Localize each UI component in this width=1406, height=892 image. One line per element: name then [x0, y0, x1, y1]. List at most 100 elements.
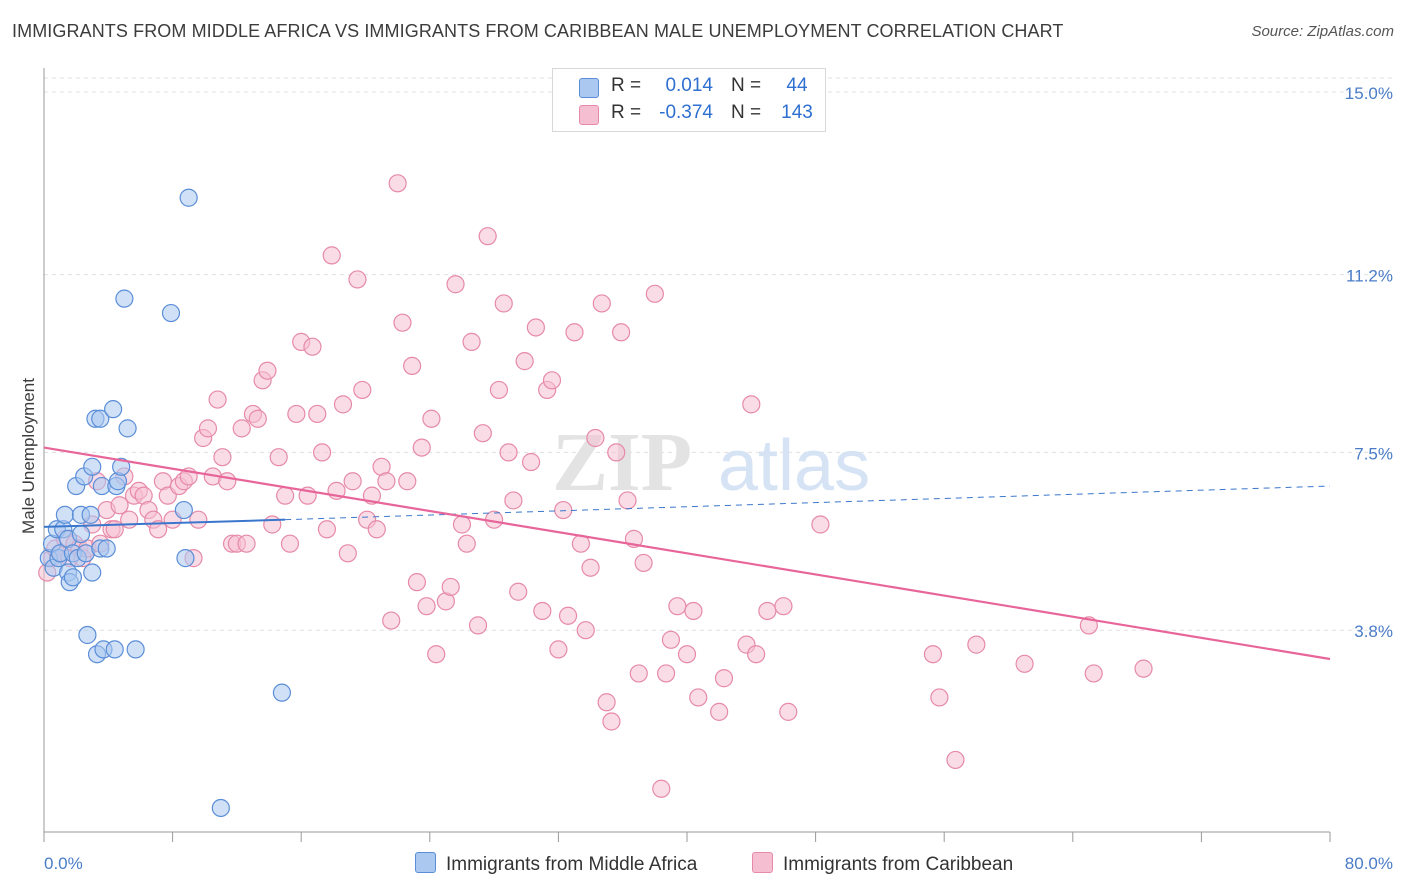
point-caribbean — [923, 645, 943, 664]
point-middle-africa — [272, 683, 292, 702]
point-caribbean — [533, 601, 552, 621]
chart-title: IMMIGRANTS FROM MIDDLE AFRICA VS IMMIGRA… — [12, 21, 1064, 41]
point-caribbean — [248, 409, 267, 428]
point-middle-africa — [71, 524, 91, 544]
point-caribbean — [597, 693, 616, 712]
point-middle-africa — [211, 798, 230, 818]
point-caribbean — [542, 371, 562, 390]
point-caribbean — [1134, 659, 1153, 678]
point-caribbean — [308, 404, 327, 424]
point-caribbean — [353, 380, 372, 400]
point-caribbean — [668, 597, 687, 616]
point-middle-africa — [176, 549, 195, 568]
point-caribbean — [489, 380, 509, 400]
legend-n-value: 44 — [786, 75, 808, 96]
point-caribbean — [218, 472, 237, 491]
legend-swatch-pink — [579, 105, 599, 125]
point-caribbean — [811, 515, 830, 534]
legend: R = 0.014 N = 44 R = -0.374 N = 143 — [552, 68, 826, 132]
y-tick-label: 7.5% — [1354, 444, 1393, 463]
point-caribbean — [120, 510, 139, 529]
point-caribbean — [967, 635, 986, 654]
point-caribbean — [198, 419, 218, 438]
bottom-legend-middle-africa: Immigrants from Middle Africa — [415, 852, 697, 876]
point-caribbean — [398, 472, 417, 491]
source-label: Source: ZipAtlas.com — [1251, 23, 1394, 40]
point-caribbean — [208, 390, 227, 409]
point-caribbean — [446, 275, 465, 294]
bottom-legend-label: Immigrants from Middle Africa — [446, 854, 698, 875]
legend-r-value: 0.014 — [665, 75, 713, 96]
point-caribbean — [515, 352, 534, 371]
point-caribbean — [499, 443, 518, 462]
point-caribbean — [312, 443, 332, 462]
point-caribbean — [348, 270, 367, 289]
point-caribbean — [1084, 664, 1103, 683]
point-caribbean — [403, 356, 422, 376]
point-caribbean — [494, 294, 513, 313]
y-tick-label: 3.8% — [1354, 622, 1393, 641]
point-caribbean — [946, 750, 965, 770]
point-caribbean — [509, 582, 528, 601]
legend-r-value: -0.374 — [659, 102, 713, 123]
point-caribbean — [521, 452, 541, 472]
point-caribbean — [276, 486, 295, 505]
point-caribbean — [714, 669, 734, 688]
point-caribbean — [280, 534, 300, 553]
point-caribbean — [652, 779, 671, 798]
point-caribbean — [1015, 654, 1034, 673]
point-caribbean — [581, 558, 600, 577]
point-middle-africa — [115, 289, 134, 308]
point-caribbean — [407, 573, 427, 592]
point-caribbean — [758, 601, 777, 621]
bottom-legend-label: Immigrants from Caribbean — [783, 854, 1014, 875]
y-tick-label: 15.0% — [1345, 84, 1393, 103]
point-caribbean — [634, 553, 653, 573]
point-middle-africa — [81, 505, 100, 524]
point-caribbean — [189, 510, 208, 529]
point-caribbean — [710, 702, 729, 721]
point-middle-africa — [161, 303, 181, 323]
point-caribbean — [473, 424, 492, 443]
point-caribbean — [422, 409, 441, 428]
point-caribbean — [457, 534, 476, 553]
point-caribbean — [618, 491, 637, 510]
point-caribbean — [393, 313, 412, 332]
point-middle-africa — [126, 640, 145, 659]
point-caribbean — [504, 491, 523, 510]
point-caribbean — [232, 419, 251, 438]
point-caribbean — [774, 597, 793, 616]
point-caribbean — [427, 645, 446, 664]
point-caribbean — [607, 443, 626, 462]
point-middle-africa — [83, 563, 102, 582]
point-caribbean — [377, 472, 396, 491]
point-caribbean — [110, 496, 129, 515]
trend-line-middle-africa — [43, 518, 286, 528]
point-caribbean — [602, 712, 621, 731]
point-middle-africa — [104, 400, 123, 419]
bottom-legend-swatch-blue — [415, 852, 436, 873]
point-caribbean — [333, 395, 353, 414]
trend-lines — [43, 446, 1331, 661]
point-caribbean — [367, 520, 386, 539]
point-middle-africa — [174, 500, 193, 520]
point-caribbean — [930, 688, 949, 707]
point-caribbean — [586, 428, 605, 448]
x-tick-label-max: 80.0% — [1345, 854, 1393, 873]
point-caribbean — [213, 448, 232, 467]
point-caribbean — [576, 621, 595, 640]
point-middle-africa — [63, 568, 83, 587]
point-caribbean — [303, 337, 322, 356]
point-caribbean — [263, 515, 282, 534]
point-caribbean — [317, 520, 337, 539]
y-tick-label: 11.2% — [1346, 267, 1393, 286]
point-caribbean — [322, 246, 341, 265]
x-tick-label-min: 0.0% — [44, 854, 83, 873]
point-caribbean — [554, 500, 573, 520]
point-middle-africa — [55, 505, 74, 524]
trend-line-middle-africa-extension — [285, 485, 1331, 521]
point-caribbean — [742, 395, 761, 414]
point-middle-africa — [105, 640, 124, 659]
x-ticks — [43, 832, 1331, 842]
